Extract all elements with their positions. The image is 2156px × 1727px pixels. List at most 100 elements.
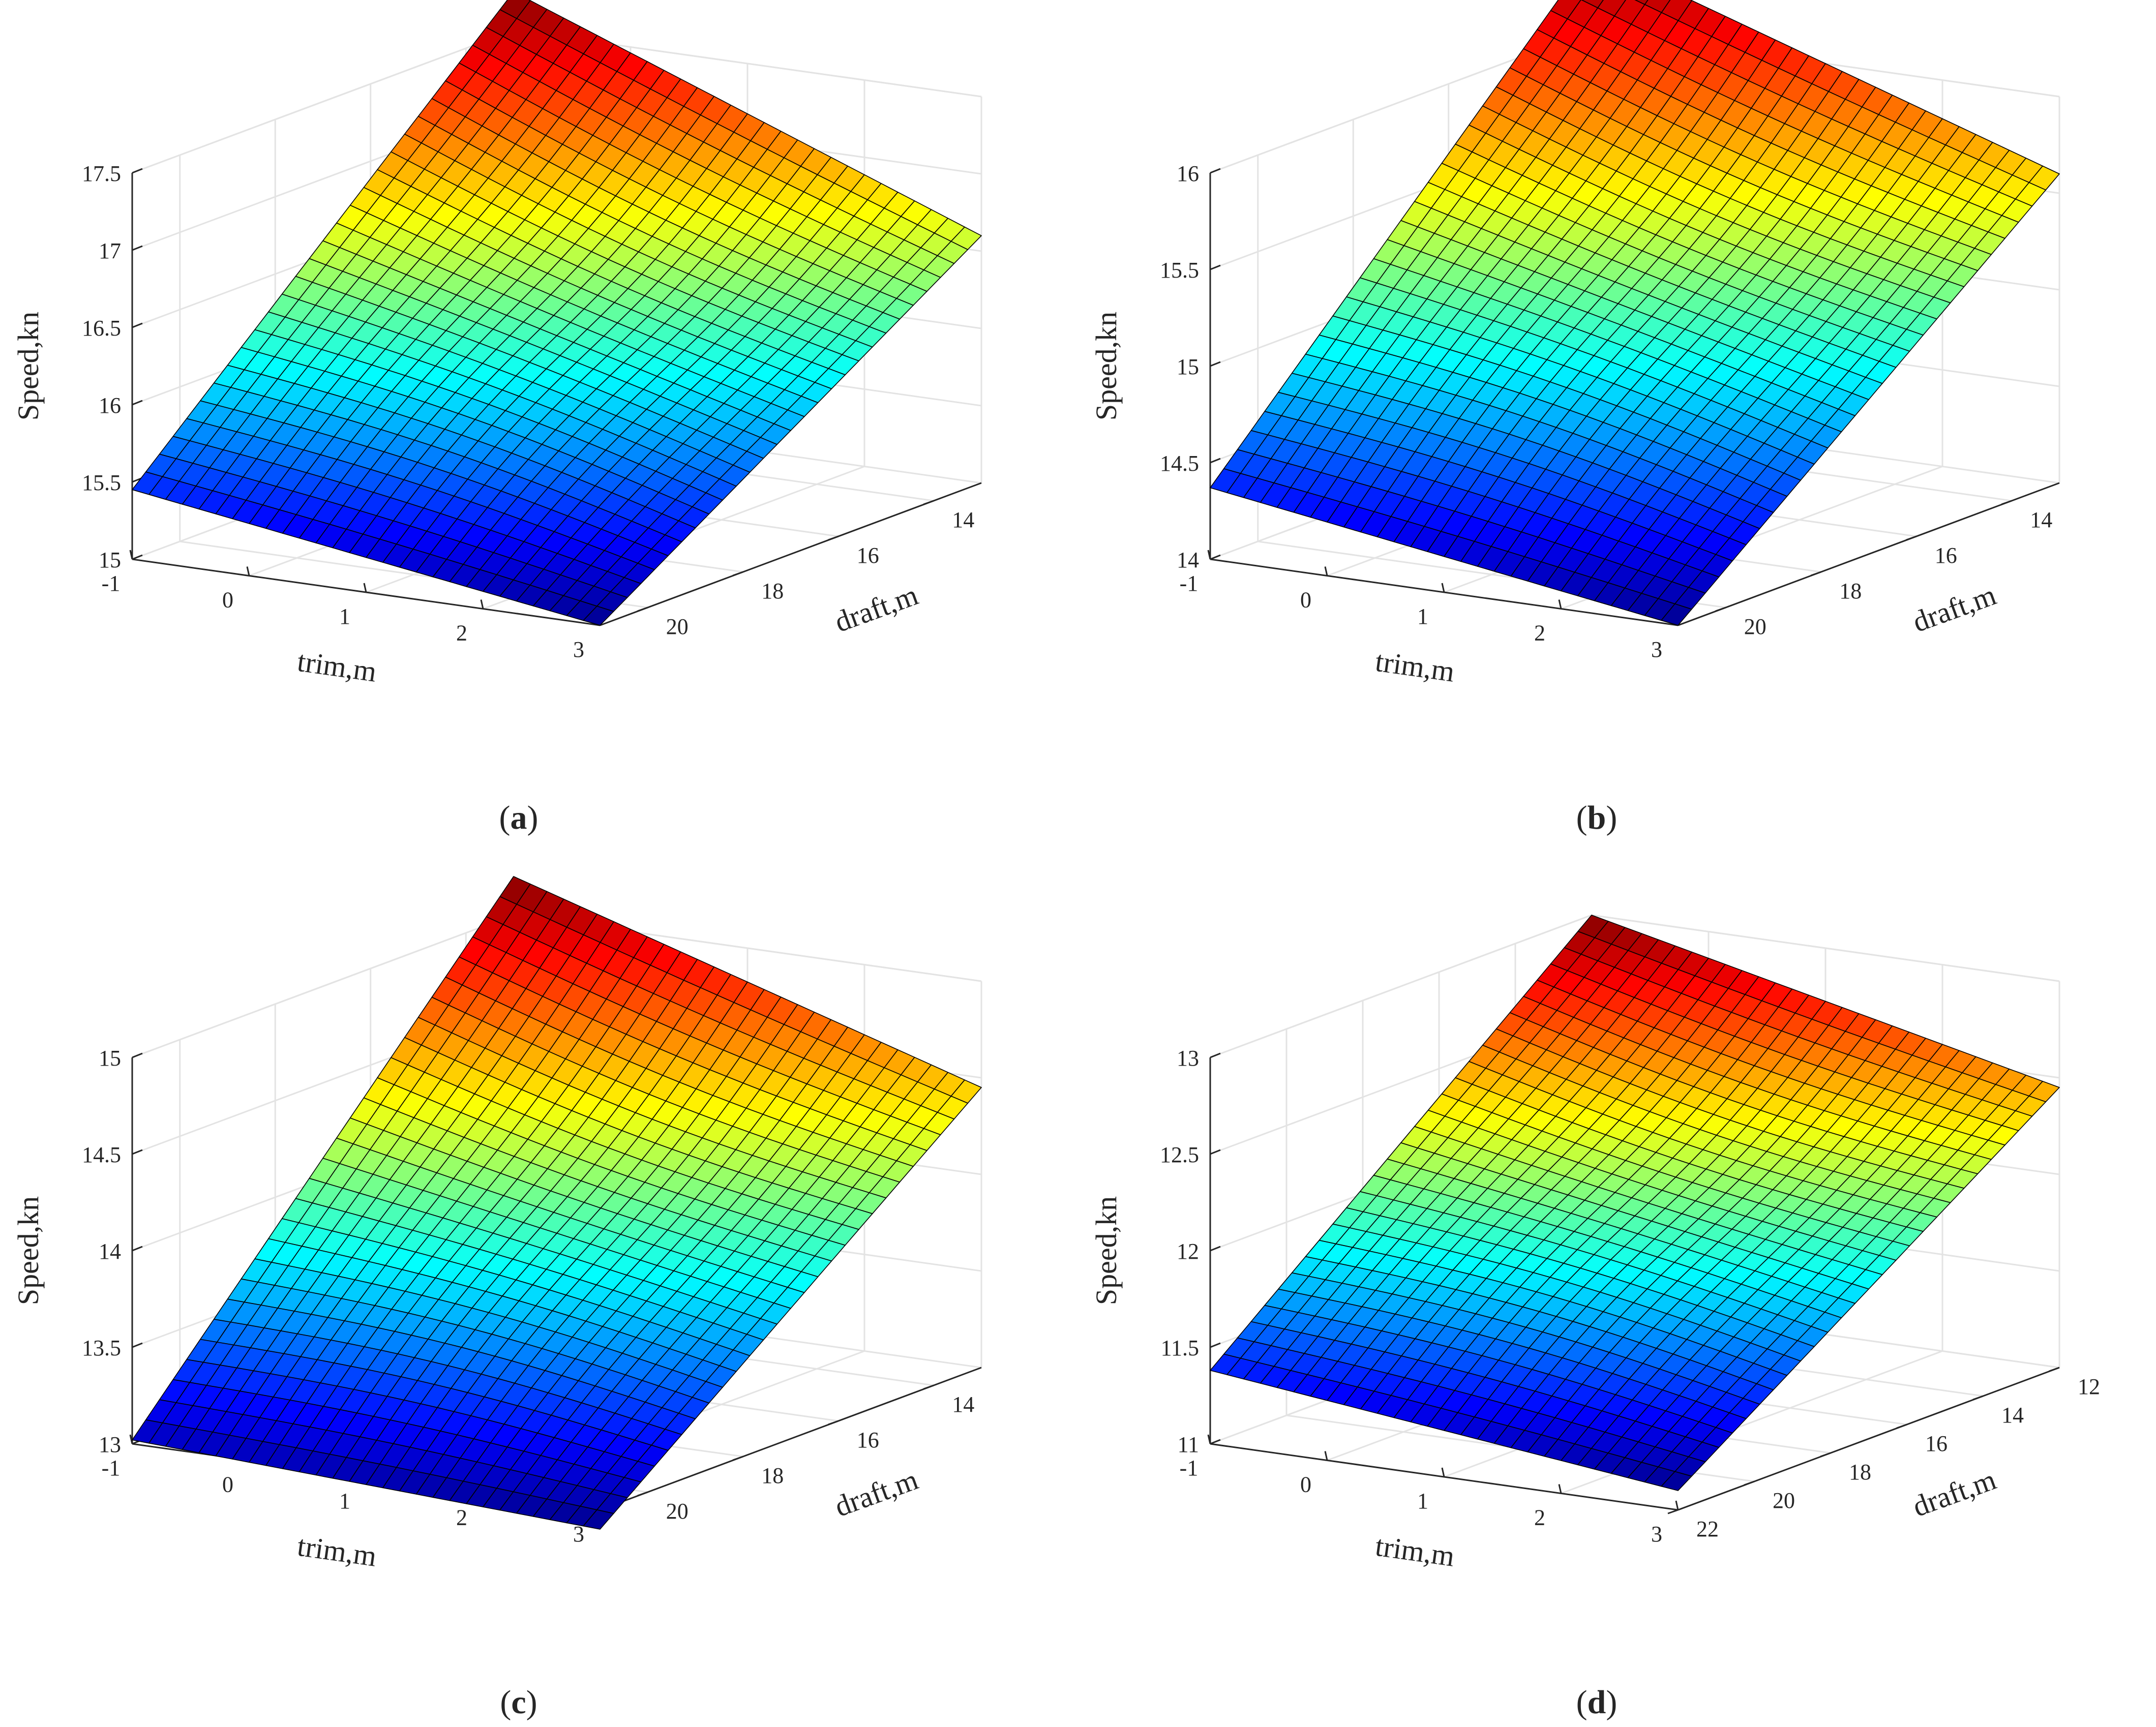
draft-tick-label: 20 <box>666 614 688 639</box>
surface-mesh <box>1210 915 2060 1491</box>
box-edge <box>132 29 514 174</box>
speed-tick-label: 17.5 <box>82 161 121 186</box>
tick-mark <box>132 1149 143 1155</box>
tick-mark <box>1896 1423 1907 1429</box>
tick-mark <box>1210 1052 1221 1058</box>
tick-mark <box>129 550 133 560</box>
tick-mark <box>129 1434 133 1444</box>
tick-mark <box>132 400 143 406</box>
tick-mark <box>246 566 250 576</box>
trim-tick-label: 3 <box>573 1522 584 1547</box>
tick-mark <box>132 554 143 560</box>
draft-tick-label: 18 <box>761 579 784 603</box>
tick-mark <box>1441 1467 1445 1477</box>
surface-mesh <box>132 0 982 626</box>
speed-tick-label: 14 <box>1177 548 1199 572</box>
box-edge <box>1591 914 2060 982</box>
tick-mark <box>363 583 367 593</box>
panel-caption: (b) <box>1576 799 1618 836</box>
speed-tick-label: 13 <box>99 1432 121 1457</box>
speed-tick-label: 15.5 <box>82 470 121 495</box>
speed-tick-label: 14.5 <box>1160 451 1199 476</box>
tick-mark <box>1906 535 1917 541</box>
draft-tick-label: 20 <box>1744 614 1766 639</box>
tick-mark <box>1810 571 1821 577</box>
trim-tick-label: 3 <box>1651 1522 1662 1547</box>
draft-tick-label: 16 <box>1935 543 1957 568</box>
tick-mark <box>1210 554 1221 560</box>
trim-tick-label: 0 <box>1300 1472 1311 1497</box>
tick-mark <box>923 500 934 505</box>
tick-mark <box>480 599 484 609</box>
tick-mark <box>1210 1439 1221 1445</box>
trim-tick-label: 1 <box>339 1489 350 1513</box>
speed-tick-label: 16 <box>99 393 121 418</box>
panel-c: -10123141618201313.51414.515Speed,kntrim… <box>12 876 982 1721</box>
tick-mark <box>1675 1500 1679 1510</box>
tick-mark <box>2001 500 2012 505</box>
panel-caption-letter: a <box>511 799 527 836</box>
trim-tick-label: 1 <box>1417 1489 1428 1513</box>
tick-mark <box>1210 458 1221 464</box>
tick-mark <box>1207 550 1211 560</box>
tick-mark <box>637 607 648 612</box>
panel-caption: (a) <box>499 799 538 836</box>
tick-mark <box>1210 168 1221 174</box>
draft-tick-label: 16 <box>857 543 879 568</box>
tick-mark <box>132 168 143 174</box>
speed-tick-label: 15 <box>99 1046 121 1071</box>
tick-mark <box>1324 566 1328 576</box>
tick-mark <box>1210 1149 1221 1155</box>
tick-mark <box>1820 1452 1831 1458</box>
speed-tick-label: 11 <box>1178 1432 1199 1457</box>
trim-tick-label: -1 <box>102 1456 121 1480</box>
box-edge <box>132 914 514 1058</box>
panel-caption-letter: d <box>1588 1684 1606 1721</box>
trim-tick-label: 2 <box>1534 621 1545 646</box>
surface-patch <box>583 1509 614 1530</box>
draft-axis <box>1678 482 2060 626</box>
trim-tick-label: 0 <box>222 1472 233 1497</box>
tick-mark <box>1207 1434 1211 1444</box>
panel-d: -101231214161820221111.51212.513Speed,kn… <box>1090 914 2100 1721</box>
tick-mark <box>732 571 743 577</box>
draft-tick-label: 14 <box>952 507 974 532</box>
speed-tick-label: 14 <box>99 1239 121 1264</box>
tick-mark <box>828 1420 839 1426</box>
draft-tick-label: 22 <box>1696 1517 1719 1541</box>
draft-axis <box>600 1367 982 1511</box>
surface-mesh <box>132 876 982 1530</box>
tick-mark <box>1441 583 1445 593</box>
trim-tick-label: 3 <box>573 637 584 662</box>
tick-mark <box>1558 599 1562 609</box>
tick-mark <box>828 535 839 541</box>
speed-axis-label: Speed,kn <box>12 312 45 420</box>
tick-mark <box>1972 1395 1984 1401</box>
surface-patch <box>583 605 614 626</box>
draft-tick-label: 18 <box>761 1463 784 1488</box>
trim-tick-label: 1 <box>339 604 350 629</box>
speed-tick-label: 16.5 <box>82 316 121 341</box>
trim-tick-label: 0 <box>1300 588 1311 613</box>
tick-mark <box>132 322 143 328</box>
tick-mark <box>923 1384 934 1390</box>
draft-tick-label: 14 <box>952 1392 974 1417</box>
tick-mark <box>1210 264 1221 270</box>
tick-mark <box>1324 1451 1328 1461</box>
tick-mark <box>1210 1342 1221 1348</box>
surface-patch <box>1661 1471 1692 1491</box>
tick-mark <box>1715 607 1726 612</box>
surface-mesh <box>1210 0 2060 626</box>
tick-mark <box>732 1456 743 1461</box>
trim-tick-label: 2 <box>456 621 467 646</box>
tick-mark <box>132 1342 143 1348</box>
speed-axis-label: Speed,kn <box>12 1196 45 1305</box>
panel-caption: (c) <box>500 1684 537 1721</box>
tick-mark <box>1558 1484 1562 1494</box>
trim-tick-label: 1 <box>1417 604 1428 629</box>
trim-tick-label: 3 <box>1651 637 1662 662</box>
tick-mark <box>132 245 143 251</box>
tick-mark <box>1210 361 1221 367</box>
trim-tick-label: -1 <box>1180 571 1199 596</box>
